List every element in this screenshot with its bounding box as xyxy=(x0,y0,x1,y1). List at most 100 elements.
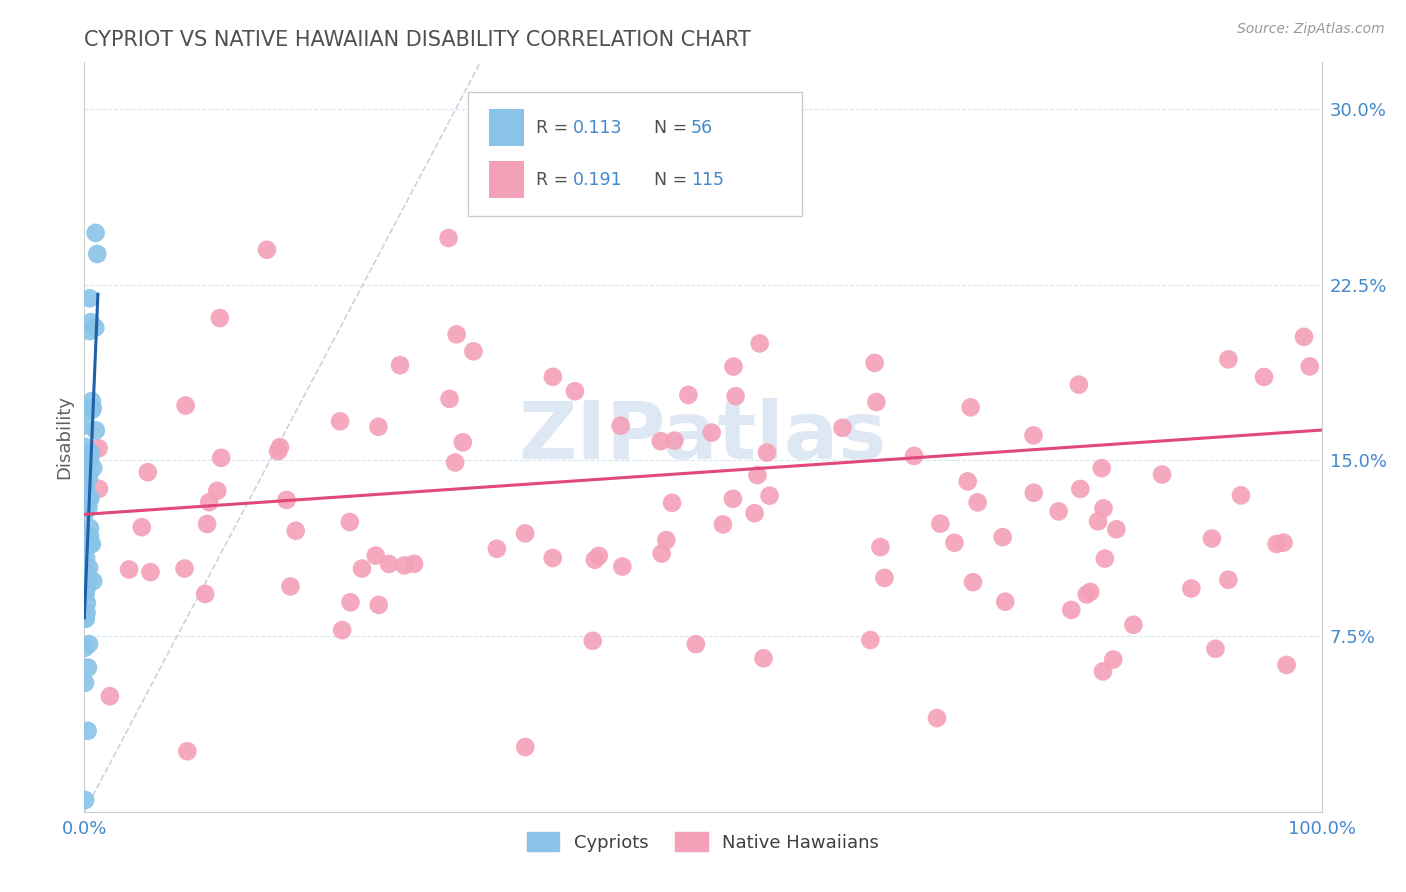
Point xyxy=(1122,617,1144,632)
Point xyxy=(77,660,100,674)
Text: 115: 115 xyxy=(690,170,724,189)
Point xyxy=(131,520,153,534)
Point xyxy=(444,455,467,469)
Point xyxy=(75,793,97,807)
Point xyxy=(685,637,707,651)
Point xyxy=(831,421,853,435)
Point xyxy=(329,414,352,428)
Point xyxy=(79,490,101,504)
Point xyxy=(82,461,104,475)
Point xyxy=(925,711,948,725)
Point xyxy=(655,533,678,547)
Point xyxy=(1102,652,1125,666)
Point xyxy=(1087,514,1109,528)
Text: ZIPatlas: ZIPatlas xyxy=(519,398,887,476)
Point xyxy=(79,529,101,543)
Point xyxy=(75,612,97,626)
Point xyxy=(118,562,141,576)
Point xyxy=(402,557,425,571)
Text: R =: R = xyxy=(536,170,574,189)
Point xyxy=(394,558,416,573)
Point xyxy=(1091,461,1114,475)
Point xyxy=(772,195,794,210)
Point xyxy=(77,500,100,515)
Point xyxy=(339,515,361,529)
Point xyxy=(76,449,98,463)
Point xyxy=(1060,603,1083,617)
Point xyxy=(515,526,537,541)
Point xyxy=(962,575,984,590)
Point xyxy=(76,533,98,547)
Point xyxy=(446,327,468,342)
Point xyxy=(75,440,97,454)
Point xyxy=(80,402,103,417)
Point xyxy=(269,440,291,454)
Point xyxy=(195,516,218,531)
Point xyxy=(747,468,769,483)
Point xyxy=(711,517,734,532)
Legend: Cypriots, Native Hawaiians: Cypriots, Native Hawaiians xyxy=(520,825,886,859)
Point xyxy=(1022,485,1045,500)
Point xyxy=(198,495,221,509)
Point xyxy=(79,291,101,305)
Point xyxy=(439,392,461,406)
Point xyxy=(388,358,411,372)
Point xyxy=(437,231,460,245)
Point xyxy=(863,356,886,370)
Point xyxy=(75,585,97,599)
Point xyxy=(1022,428,1045,442)
Point xyxy=(1230,488,1253,502)
Point xyxy=(79,324,101,338)
Point xyxy=(724,389,747,403)
Point xyxy=(77,451,100,466)
Point xyxy=(1094,551,1116,566)
Point xyxy=(280,580,302,594)
Point xyxy=(194,587,217,601)
Point xyxy=(515,739,537,754)
Point xyxy=(73,574,96,588)
Point xyxy=(87,442,110,456)
Point xyxy=(87,482,110,496)
Point xyxy=(330,623,353,637)
Point xyxy=(80,315,103,329)
Point xyxy=(1092,501,1115,516)
Point xyxy=(76,579,98,593)
Point xyxy=(75,506,97,520)
Point xyxy=(903,449,925,463)
Point xyxy=(98,690,121,704)
Point xyxy=(75,480,97,494)
Point xyxy=(1091,665,1114,679)
Point xyxy=(84,423,107,437)
Point xyxy=(77,469,100,483)
Point xyxy=(284,524,307,538)
Point xyxy=(77,471,100,485)
Text: R =: R = xyxy=(536,119,574,136)
Point xyxy=(79,445,101,459)
Point xyxy=(588,549,610,563)
Point xyxy=(583,552,606,566)
Point xyxy=(339,595,361,609)
Point xyxy=(75,585,97,599)
Point xyxy=(1292,330,1315,344)
Point xyxy=(865,395,887,409)
Point xyxy=(873,571,896,585)
Point xyxy=(1253,370,1275,384)
Text: CYPRIOT VS NATIVE HAWAIIAN DISABILITY CORRELATION CHART: CYPRIOT VS NATIVE HAWAIIAN DISABILITY CO… xyxy=(84,29,751,50)
Point xyxy=(991,530,1014,544)
Point xyxy=(75,610,97,624)
Point xyxy=(744,506,766,520)
Point xyxy=(723,359,745,374)
Point xyxy=(75,675,97,690)
Point xyxy=(1265,537,1288,551)
Point xyxy=(1201,532,1223,546)
Text: N =: N = xyxy=(654,119,692,136)
Point xyxy=(80,394,103,409)
Point xyxy=(176,744,198,758)
Point xyxy=(1299,359,1322,374)
Point xyxy=(1272,535,1295,549)
Point xyxy=(1275,657,1298,672)
Point xyxy=(209,450,232,465)
Point xyxy=(756,445,779,459)
Point xyxy=(752,651,775,665)
Point xyxy=(943,536,966,550)
